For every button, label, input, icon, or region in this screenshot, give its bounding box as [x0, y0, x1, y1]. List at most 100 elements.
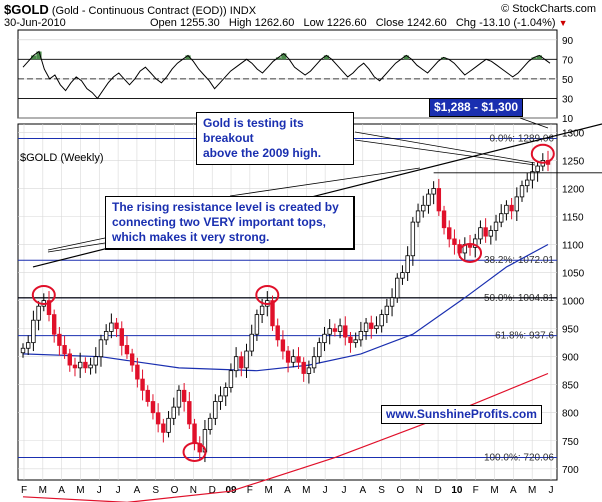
candle-body	[109, 322, 114, 332]
y-tick-label: 1300	[562, 128, 585, 139]
candle-body	[337, 325, 343, 332]
candle-body	[213, 401, 218, 419]
candle-body	[389, 297, 395, 307]
candle-body	[181, 389, 187, 402]
source-credit: © StockCharts.com	[501, 3, 596, 15]
highlight-circle	[530, 143, 555, 164]
candle-body	[441, 210, 447, 229]
candle-body	[369, 322, 374, 330]
candle-body	[36, 305, 41, 321]
annotation-breakout: Gold is testing its breakout above the 2…	[196, 112, 354, 165]
candle-body	[405, 255, 410, 273]
highlight-circle	[31, 284, 56, 305]
candle-body	[46, 300, 52, 316]
candle-body	[327, 328, 332, 335]
x-tick-label: A	[134, 485, 141, 496]
candle-body	[285, 350, 291, 363]
close-value: 1242.60	[406, 17, 447, 29]
candle-body	[176, 389, 182, 408]
candle-body	[233, 356, 239, 372]
x-tick-label: N	[416, 485, 423, 496]
annotation-line: which makes it very strong.	[112, 230, 270, 244]
candle-body	[530, 171, 535, 181]
x-tick-label: A	[510, 485, 517, 496]
candle-body	[140, 378, 145, 391]
candle-body	[161, 423, 166, 433]
ohlc-readout: Open 1255.30 High 1262.60 Low 1226.60 Cl…	[150, 17, 568, 29]
candle-body	[145, 389, 150, 402]
y-tick-label: 1200	[562, 184, 585, 195]
x-tick-label: O	[171, 485, 179, 496]
x-tick-label: J	[323, 485, 328, 496]
highlight-circle	[182, 441, 207, 462]
x-tick-label: M	[76, 485, 84, 496]
x-tick-label: M	[265, 485, 273, 496]
candle-body	[223, 387, 228, 397]
candle-body	[51, 314, 57, 335]
fib-label: 0.0%: 1289.06	[490, 134, 555, 145]
y-tick-label: 1150	[562, 213, 584, 224]
osc-overbought-fill	[403, 55, 409, 60]
candle-body	[135, 364, 140, 380]
x-tick-label: S	[378, 485, 385, 496]
candle-body	[493, 221, 499, 231]
candle-body	[280, 339, 286, 352]
candle-body	[525, 179, 530, 187]
candle-body	[426, 193, 431, 206]
candle-body	[514, 196, 520, 212]
down-triangle-icon: ▼	[558, 18, 568, 28]
website-label: www.SunshineProfits.com	[381, 405, 542, 424]
candle-body	[306, 367, 312, 374]
candle-body	[431, 188, 436, 195]
y-tick-label: 1250	[562, 156, 585, 167]
x-tick-label: M	[302, 485, 310, 496]
candle-body	[20, 347, 26, 354]
osc-overbought-fill	[440, 57, 447, 60]
candle-body	[311, 356, 317, 369]
candle-body	[395, 277, 400, 299]
osc-line	[22, 50, 551, 100]
candle-body	[119, 328, 124, 346]
annotation-pointer	[354, 139, 536, 166]
osc-overbought-fill	[536, 55, 542, 60]
x-tick-label: M	[39, 485, 47, 496]
x-tick-label: D	[209, 485, 216, 496]
low-value: 1226.60	[326, 17, 367, 29]
x-tick-label: M	[528, 485, 536, 496]
chart-date: 30-Jun-2010	[4, 17, 66, 29]
annotation-pointer	[47, 237, 106, 251]
candle-body	[374, 325, 379, 330]
candle-body	[254, 314, 260, 335]
annotation-pointer	[354, 131, 536, 164]
y-tick-label: 850	[562, 381, 579, 392]
x-tick-label: D	[434, 485, 441, 496]
candle-body	[343, 325, 348, 338]
y-tick-label: 800	[562, 409, 579, 420]
candle-body	[218, 395, 223, 402]
candle-body	[332, 328, 338, 332]
candle-body	[72, 364, 78, 369]
highlight-circle	[255, 284, 280, 305]
y-tick-label: 900	[562, 353, 579, 364]
y-tick-label: 700	[562, 465, 579, 476]
symbol: $GOLD	[4, 2, 49, 17]
osc-overbought-fill	[275, 57, 282, 60]
candle-body	[124, 345, 130, 355]
annotation-line: The rising resistance level is created b…	[112, 200, 339, 214]
osc-overbought-fill	[31, 55, 37, 60]
x-tick-label: J	[116, 485, 121, 496]
candle-body	[114, 322, 119, 330]
y-tick-label: 1050	[562, 269, 585, 280]
change-value: -13.10 (-1.04%)	[479, 17, 556, 29]
osc-tick-label: 70	[562, 55, 574, 66]
osc-overbought-fill	[36, 51, 42, 60]
high-value: 1262.60	[254, 17, 295, 29]
x-tick-label: J	[97, 485, 102, 496]
candle-body	[400, 272, 405, 279]
x-tick-label: N	[190, 485, 197, 496]
fib-label: 50.0%: 1004.81	[484, 293, 554, 304]
candle-body	[239, 356, 244, 369]
fib-label: 100.0%: 720.06	[484, 453, 554, 464]
candle-body	[31, 319, 36, 344]
